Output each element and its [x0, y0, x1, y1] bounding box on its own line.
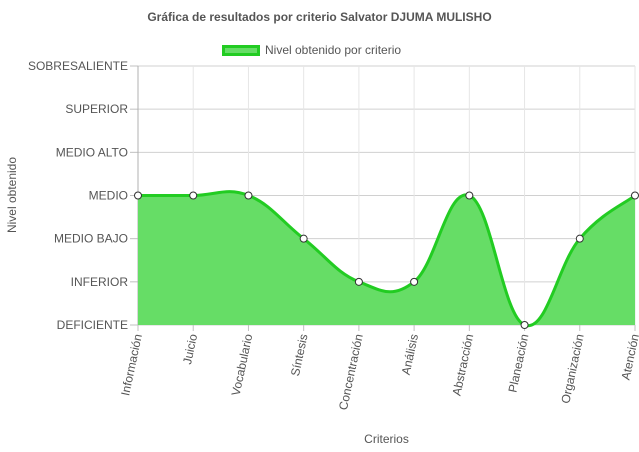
data-point[interactable]: [631, 191, 639, 200]
legend-label: Nivel obtenido por criterio: [265, 43, 402, 57]
data-point[interactable]: [575, 234, 584, 243]
x-tick-label: Atención: [619, 333, 639, 382]
x-tick-label: Organización: [558, 333, 586, 405]
y-tick-label: INFERIOR: [71, 275, 129, 289]
x-tick-label: Juicio: [180, 332, 200, 365]
y-tick-label: SUPERIOR: [65, 102, 128, 116]
series-area-fill: [138, 191, 635, 326]
x-tick-label: Síntesis: [288, 333, 311, 378]
chart-title: Gráfica de resultados por criterio Salva…: [147, 10, 492, 24]
data-point[interactable]: [520, 321, 529, 329]
x-axis-label: Criterios: [364, 432, 409, 446]
data-point[interactable]: [465, 191, 474, 200]
x-tick-label: Abstracción: [450, 333, 477, 397]
x-tick-label: Concentración: [336, 333, 366, 412]
x-tick-label: Planeación: [505, 333, 531, 394]
legend[interactable]: Nivel obtenido por criterio: [222, 42, 401, 58]
data-point[interactable]: [244, 191, 253, 200]
y-tick-label: SOBRESALIENTE: [28, 59, 128, 73]
y-tick-label: MEDIO: [89, 189, 128, 203]
data-point[interactable]: [299, 234, 308, 243]
x-tick-label: Información: [118, 333, 145, 397]
data-point[interactable]: [134, 191, 142, 200]
y-tick-label: DEFICIENTE: [57, 318, 128, 332]
legend-swatch: [222, 44, 260, 56]
x-tick-label: Análisis: [399, 333, 421, 376]
y-tick-label: MEDIO BAJO: [54, 232, 128, 246]
data-point[interactable]: [354, 277, 363, 286]
y-tick-label: MEDIO ALTO: [56, 145, 128, 159]
data-point[interactable]: [189, 191, 198, 200]
data-point[interactable]: [410, 277, 419, 286]
x-tick-label: Vocabulario: [229, 332, 256, 397]
